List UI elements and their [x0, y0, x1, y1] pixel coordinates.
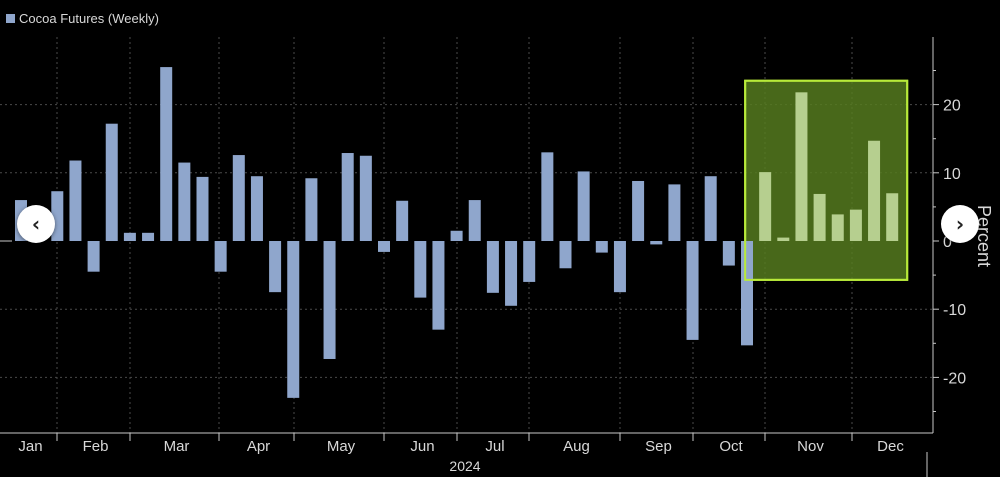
bar	[704, 176, 717, 241]
bar	[414, 241, 427, 298]
bar	[305, 178, 318, 241]
y-tick-label: -20	[943, 370, 966, 387]
bar	[759, 172, 772, 241]
legend-label: Cocoa Futures (Weekly)	[19, 11, 159, 26]
legend-swatch	[6, 14, 15, 23]
bar	[595, 241, 608, 253]
bar	[69, 160, 82, 241]
bar	[831, 214, 844, 241]
bar	[250, 176, 263, 241]
bar	[613, 241, 626, 293]
x-tick-label: Sep	[645, 438, 672, 455]
bar	[269, 241, 282, 293]
bars	[15, 67, 909, 398]
bar	[450, 230, 463, 241]
bar	[359, 155, 372, 241]
bar	[87, 241, 100, 272]
bar	[432, 241, 445, 330]
previous-arrow-button[interactable]: ‹	[17, 205, 55, 243]
bar	[323, 241, 336, 359]
bar	[378, 241, 390, 252]
axes: -20 -10 0 10 20 Jan Feb Mar Apr May Jun Jul Aug Sep Oc…	[0, 37, 966, 477]
bar	[795, 92, 808, 241]
x-tick-label: Jul	[485, 438, 504, 455]
y-tick-label: 0	[943, 234, 952, 251]
x-tick-label: Mar	[164, 438, 190, 455]
bar	[559, 241, 572, 269]
bar	[160, 67, 173, 241]
bar	[486, 241, 499, 293]
bar	[668, 184, 681, 241]
bar	[541, 152, 554, 241]
chevron-left-icon: ‹	[31, 212, 41, 236]
x-tick-label: Dec	[877, 438, 904, 455]
y-tick-label: 10	[943, 166, 961, 183]
next-arrow-button[interactable]: ›	[941, 205, 979, 243]
bar	[287, 241, 300, 398]
bar	[868, 140, 881, 241]
bar	[577, 171, 590, 241]
bar	[777, 237, 790, 241]
x-tick-label: Nov	[797, 438, 824, 455]
bar	[142, 232, 155, 241]
highlight-border	[744, 79, 909, 281]
bar	[686, 241, 699, 340]
y-tick-label: 20	[943, 98, 961, 115]
x-tick-label: Feb	[83, 438, 109, 455]
x-tick-label: Apr	[247, 438, 270, 455]
bar	[849, 209, 862, 241]
x-tick-label: Jun	[410, 438, 434, 455]
bar	[813, 193, 826, 241]
chevron-right-icon: ›	[955, 212, 965, 236]
bar	[632, 180, 645, 241]
y-tick-label: -10	[943, 302, 966, 319]
x-tick-label: Jan	[18, 438, 42, 455]
bar	[523, 241, 536, 282]
x-tick-label: May	[327, 438, 356, 455]
x-tick-label: Aug	[563, 438, 590, 455]
bar	[341, 153, 354, 241]
bar	[886, 193, 899, 241]
bar	[396, 200, 409, 241]
bar	[505, 241, 518, 306]
bar	[214, 241, 227, 272]
bar	[196, 176, 209, 241]
legend: Cocoa Futures (Weekly)	[6, 11, 159, 26]
bar	[105, 123, 118, 241]
bar	[468, 200, 481, 241]
bar	[232, 155, 245, 241]
bar	[722, 241, 735, 266]
bar	[741, 241, 753, 346]
x-tick-label: Oct	[719, 438, 743, 455]
bar	[178, 162, 191, 241]
x-axis-year-label: 2024	[449, 458, 480, 474]
y-axis-title: Percent	[974, 205, 994, 267]
bar	[123, 232, 136, 241]
bar	[650, 241, 663, 245]
